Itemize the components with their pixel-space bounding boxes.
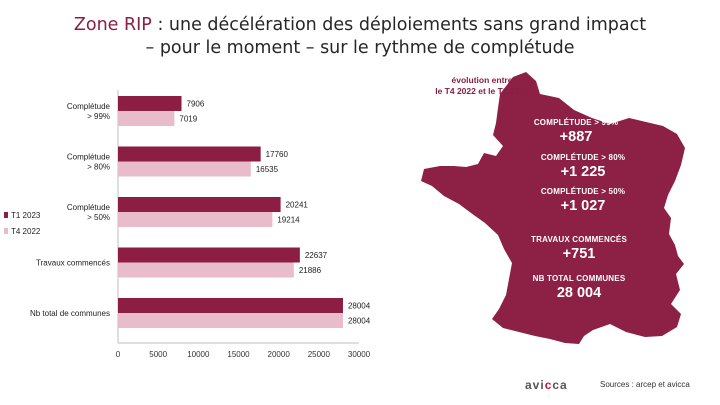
- x-tick-label: 25000: [308, 350, 331, 359]
- bar-value-label: 20241: [286, 201, 309, 210]
- bar-value-label: 22637: [305, 251, 328, 260]
- map-header-line1: évolution entre: [451, 75, 513, 85]
- bar-t1-2023: [118, 197, 281, 212]
- stat-completude-80: COMPLÉTUDE > 80% +1 225: [503, 153, 663, 180]
- x-tick-label: 20000: [268, 350, 291, 359]
- stat-value: +887: [559, 129, 593, 145]
- x-tick-label: 30000: [348, 350, 371, 359]
- bar-value-label: 21886: [299, 266, 322, 275]
- bar-value-label: 7906: [187, 100, 205, 109]
- category-label: Nb total de communes: [30, 309, 110, 318]
- stat-completude-99: COMPLÉTUDE > 99% +887: [496, 118, 656, 145]
- title-line2: – pour le moment – sur le rythme de comp…: [145, 38, 575, 58]
- title-accent: Zone RIP: [73, 15, 152, 35]
- bar-value-label: 28004: [348, 317, 371, 326]
- legend-label: T1 2023: [11, 211, 41, 220]
- bar-t4-2022: [118, 313, 343, 328]
- category-label: Complétude: [67, 153, 111, 162]
- bar-value-label: 16535: [256, 165, 279, 174]
- x-tick-label: 5000: [149, 350, 167, 359]
- page-title: Zone RIP : une décélération des déploiem…: [0, 14, 720, 60]
- stat-label: COMPLÉTUDE > 99%: [533, 118, 619, 127]
- category-label: > 50%: [87, 213, 110, 222]
- x-tick-label: 10000: [187, 350, 210, 359]
- stat-label: COMPLÉTUDE > 50%: [540, 187, 626, 196]
- stat-label: COMPLÉTUDE > 80%: [540, 153, 626, 162]
- stat-label: TRAVAUX COMMENCÉS: [531, 235, 627, 244]
- category-label: Complétude: [67, 102, 111, 111]
- x-tick-label: 15000: [227, 350, 250, 359]
- map-header-line2: le T4 2022 et le T1 2023: [435, 86, 529, 96]
- stat-value: +751: [562, 246, 596, 262]
- bar-t4-2022: [118, 262, 294, 278]
- source-note: Sources : arcep et avicca: [600, 380, 690, 389]
- stat-value: +1 027: [560, 198, 606, 214]
- bar-t4-2022: [118, 212, 273, 227]
- category-label: > 99%: [87, 112, 110, 121]
- category-label: Complétude: [67, 203, 111, 212]
- logo-part: ca: [552, 378, 568, 392]
- legend-label: T4 2022: [11, 227, 41, 236]
- bar-chart: 0 5000 10000 15000 20000 25000 30000 7906 7019 Co…: [4, 90, 371, 359]
- bar-t1-2023: [118, 247, 300, 263]
- bar-value-label: 28004: [348, 302, 371, 311]
- bar-t4-2022: [118, 161, 251, 177]
- bar-t1-2023: [118, 96, 182, 111]
- stat-value: +1 225: [560, 164, 606, 180]
- title-line1: : une décélération des déploiements sans…: [151, 15, 647, 35]
- france-map-shape: [421, 72, 685, 344]
- avicca-logo: avicca: [525, 378, 568, 392]
- bar-t1-2023: [118, 146, 261, 162]
- bar-t1-2023: [118, 298, 343, 313]
- stat-nb-total-communes: NB TOTAL COMMUNES 28 004: [499, 274, 659, 301]
- stat-travaux-commences: TRAVAUX COMMENCÉS +751: [499, 235, 659, 262]
- bar-value-label: 19214: [277, 216, 300, 225]
- bar-t4-2022: [118, 111, 175, 126]
- stat-value: 28 004: [556, 285, 602, 301]
- legend-swatch: [4, 228, 8, 234]
- stat-label: NB TOTAL COMMUNES: [532, 274, 626, 283]
- logo-part: c: [544, 378, 553, 392]
- category-label: > 80%: [87, 163, 110, 172]
- map-header: évolution entre le T4 2022 et le T1 2023: [402, 75, 562, 97]
- category-label: Travaux commencés: [36, 259, 110, 268]
- logo-part: avi: [525, 378, 545, 392]
- stat-completude-50: COMPLÉTUDE > 50% +1 027: [503, 187, 663, 214]
- x-tick-label: 0: [116, 350, 121, 359]
- legend-swatch: [4, 212, 8, 218]
- bar-value-label: 17760: [266, 150, 289, 159]
- bar-value-label: 7019: [179, 115, 197, 124]
